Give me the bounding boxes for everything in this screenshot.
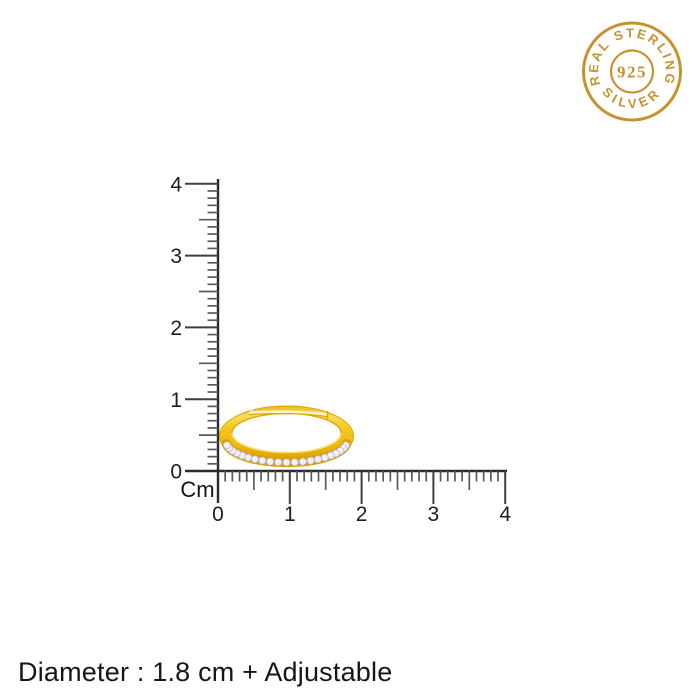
gem-stone bbox=[251, 455, 259, 464]
gem-sparkle bbox=[292, 459, 295, 463]
gem-sparkle bbox=[308, 458, 311, 461]
gem-stone bbox=[290, 458, 299, 467]
gem-sparkle bbox=[328, 453, 331, 456]
gem-stone bbox=[223, 441, 231, 450]
badge-inner-circle bbox=[609, 49, 655, 94]
gem-sparkle bbox=[322, 455, 325, 458]
gemstone bbox=[306, 456, 315, 465]
vertical-ruler-number: 1 bbox=[170, 389, 182, 412]
gemstone bbox=[266, 457, 275, 466]
vertical-ruler-number: 3 bbox=[170, 245, 182, 268]
gemstone bbox=[290, 458, 299, 467]
gem-sparkle bbox=[300, 459, 303, 462]
gem-stone bbox=[282, 458, 291, 467]
badge-925-text: 925 bbox=[617, 63, 647, 82]
gem-stone bbox=[298, 457, 307, 466]
gem-sparkle bbox=[315, 457, 319, 460]
gemstone bbox=[274, 458, 283, 467]
horizontal-ruler-number: 1 bbox=[284, 503, 296, 526]
gemstone bbox=[298, 457, 307, 466]
gem-sparkle bbox=[245, 455, 249, 458]
horizontal-ruler-number: 2 bbox=[356, 503, 368, 526]
vertical-ruler: Cm 4 3 2 1 0 bbox=[170, 173, 220, 503]
gemstone bbox=[251, 455, 259, 464]
gemstone bbox=[258, 456, 267, 465]
badge-outer-circle bbox=[582, 21, 682, 122]
gemstone bbox=[244, 453, 253, 462]
horizontal-ruler-number: 3 bbox=[428, 503, 440, 526]
horizontal-ruler: 0 1 2 3 4 bbox=[185, 469, 511, 526]
gem-stone bbox=[314, 455, 322, 464]
gem-sparkle bbox=[267, 459, 271, 462]
gemstone bbox=[320, 453, 329, 462]
gap-left-tip-highlight bbox=[244, 407, 254, 412]
vertical-ruler-number: 2 bbox=[170, 317, 182, 340]
gem-stone bbox=[306, 456, 315, 465]
gap-shadow-line bbox=[248, 412, 328, 418]
diameter-caption: Diameter : 1.8 cm + Adjustable bbox=[18, 657, 393, 687]
gem-sparkle bbox=[224, 443, 228, 446]
sterling-silver-badge: REAL STERLING SILVER 925 bbox=[582, 21, 682, 122]
gemstone bbox=[282, 458, 291, 467]
vertical-ruler-number: 4 bbox=[170, 173, 182, 196]
gem-sparkle bbox=[338, 448, 341, 451]
gem-sparkle bbox=[260, 458, 263, 461]
gem-stone bbox=[320, 453, 329, 462]
gem-stone bbox=[274, 458, 283, 467]
ruler-unit-label: Cm bbox=[180, 477, 214, 502]
gem-stone bbox=[258, 456, 267, 465]
gem-sparkle bbox=[333, 451, 337, 454]
badge-bottom-textpath: SILVER bbox=[599, 84, 660, 111]
ring-adjustable-gap bbox=[244, 407, 329, 419]
vertical-ruler-number: 0 bbox=[170, 461, 182, 484]
gemstone bbox=[223, 441, 231, 450]
horizontal-ruler-number: 4 bbox=[499, 503, 511, 526]
gem-sparkle bbox=[284, 460, 287, 463]
ring-gemstones bbox=[223, 441, 350, 467]
ring-inner-bottom-light bbox=[231, 432, 342, 454]
ring-product-photo bbox=[219, 405, 355, 468]
gem-sparkle bbox=[252, 457, 256, 460]
gemstone bbox=[314, 455, 322, 464]
gem-sparkle bbox=[275, 459, 279, 463]
gap-slit bbox=[249, 410, 327, 417]
gem-stone bbox=[266, 457, 275, 466]
horizontal-ruler-number: 0 bbox=[212, 503, 224, 526]
badge-bottom-text: SILVER bbox=[599, 84, 664, 111]
